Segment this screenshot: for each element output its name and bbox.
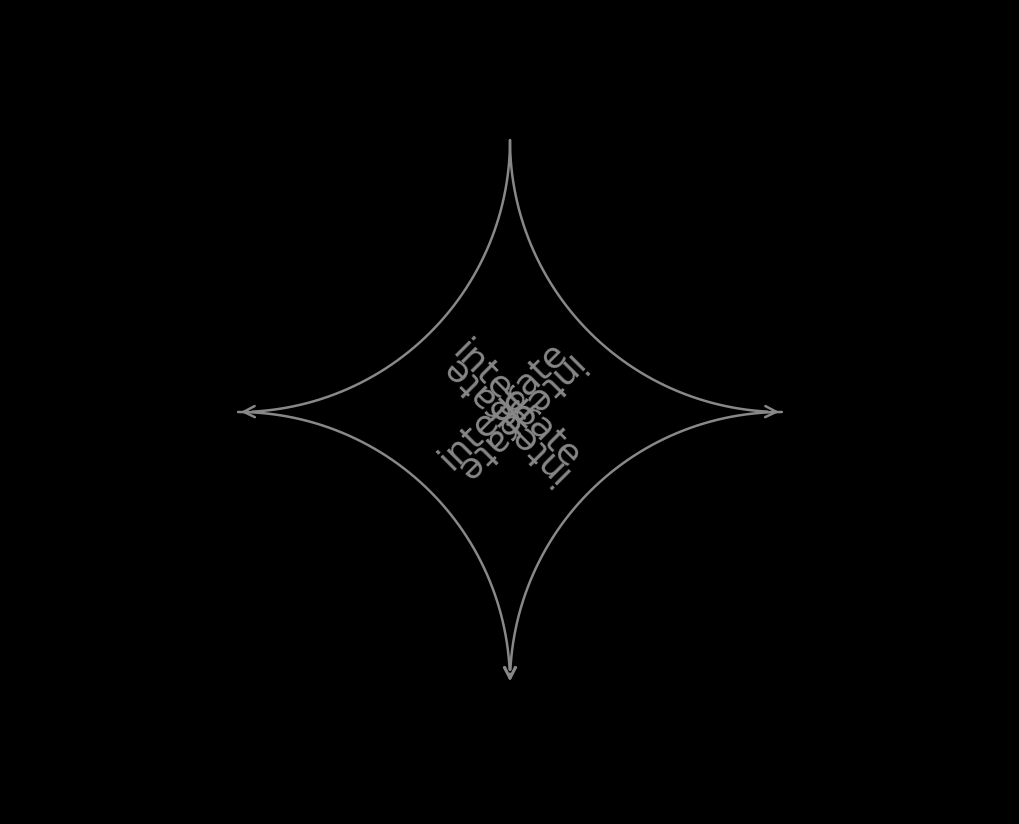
Text: integrate: integrate	[445, 348, 587, 489]
Text: integrate: integrate	[445, 335, 587, 476]
Text: integrate: integrate	[432, 335, 574, 476]
Text: integrate: integrate	[432, 348, 574, 489]
